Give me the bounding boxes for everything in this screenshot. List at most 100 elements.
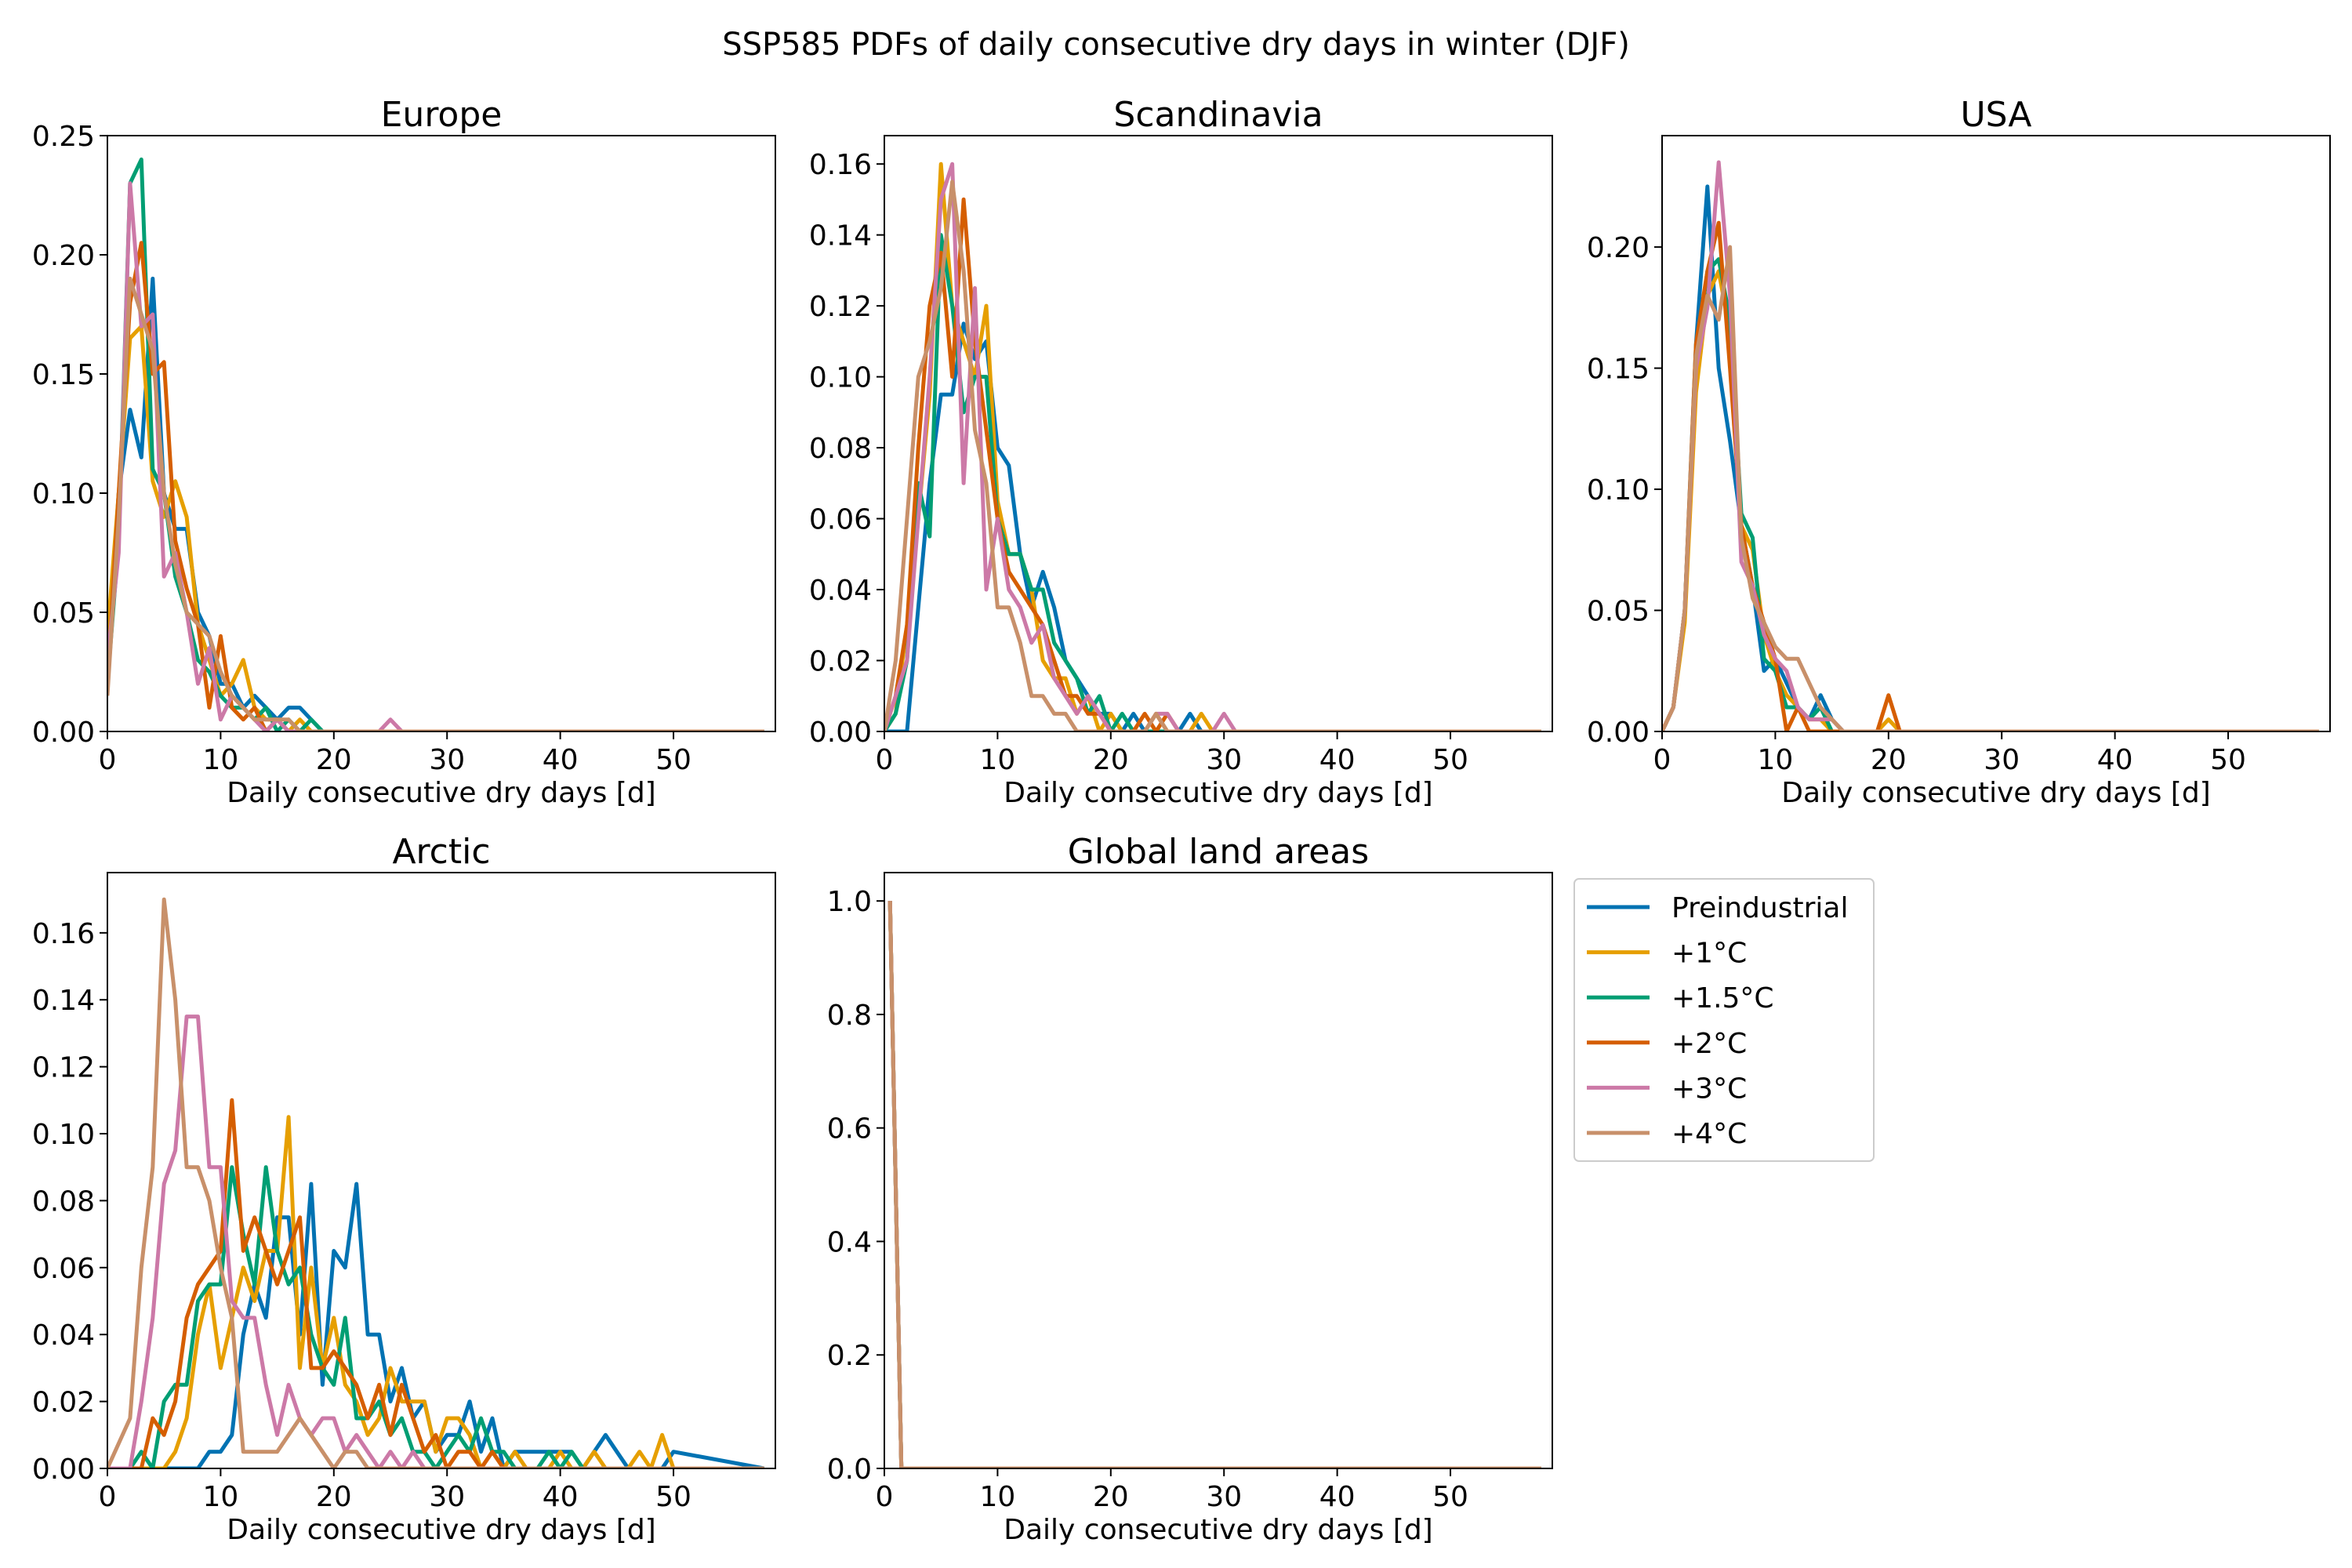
panel-usa: USA 0 10 20 30 40 50 0.00 0.05 0.10 0.15 0.20 Daily …	[1587, 95, 2331, 809]
series-line-5	[884, 180, 1541, 731]
x-tick-label: 30	[1206, 744, 1242, 776]
series-line-5	[1662, 245, 2319, 731]
x-tick-label: 20	[316, 1481, 352, 1513]
legend-entry: +3°C	[1587, 1073, 1747, 1105]
x-tick-label: 30	[429, 1481, 465, 1513]
series-line-3	[107, 241, 764, 731]
y-tick-label: 0.12	[809, 291, 872, 323]
y-tick-label: 0.08	[32, 1185, 95, 1218]
x-axis-label: Daily consecutive dry days [d]	[1004, 1514, 1432, 1546]
panel-title: Arctic	[392, 832, 490, 872]
y-tick-label: 0.05	[1587, 596, 1650, 628]
axes-frame	[884, 872, 1553, 1469]
series-line-5	[107, 276, 764, 731]
panel-title: USA	[1960, 95, 2031, 135]
figure-suptitle: SSP585 PDFs of daily consecutive dry day…	[722, 27, 1630, 63]
legend-label: +4°C	[1671, 1118, 1747, 1150]
panel-title: Global land areas	[1068, 832, 1369, 872]
x-tick-label: 0	[99, 1481, 117, 1513]
legend-entry: +2°C	[1587, 1028, 1747, 1060]
y-tick-label: 0.02	[809, 646, 872, 678]
axes-frame	[884, 135, 1553, 732]
y-tick-label: 0.04	[32, 1319, 95, 1352]
x-tick-label: 30	[1984, 744, 2020, 776]
series-line-2	[107, 1165, 764, 1468]
series-line-4	[107, 1014, 764, 1468]
series-line-0	[107, 1181, 765, 1468]
y-tick-label: 0.04	[809, 575, 872, 607]
legend-label: +1°C	[1671, 938, 1747, 970]
panel-title: Europe	[381, 95, 503, 135]
series-line-2	[887, 901, 1541, 1468]
y-tick-label: 0.05	[32, 597, 95, 630]
y-tick-label: 0.00	[32, 1454, 95, 1486]
x-tick-label: 20	[316, 744, 352, 776]
series-line-3	[1662, 220, 2319, 731]
series-line-4	[884, 162, 1541, 731]
y-tick-label: 0.0	[827, 1454, 872, 1486]
x-tick-label: 0	[1653, 744, 1671, 776]
x-axis-label: Daily consecutive dry days [d]	[227, 1514, 655, 1546]
series-line-0	[1662, 184, 2319, 731]
series-line-1	[887, 901, 1541, 1468]
x-tick-label: 0	[876, 744, 894, 776]
y-tick-label: 0.15	[1587, 354, 1650, 386]
series-line-3	[887, 901, 1541, 1468]
x-tick-label: 30	[429, 744, 465, 776]
axes-frame	[1661, 135, 2331, 732]
x-tick-label: 0	[876, 1481, 894, 1513]
series-line-3	[107, 1098, 764, 1468]
x-tick-label: 50	[2210, 744, 2246, 776]
panel-global-land-areas: Global land areas 0 10 20 30 40 50 0.0 0.2 0.4 0.6…	[827, 832, 1553, 1546]
x-tick-label: 10	[203, 1481, 239, 1513]
panel-europe: Europe 0 10 20 30 40 50 0.00 0.05 0.10 0.15 0.20 0.2…	[32, 95, 776, 809]
y-tick-label: 0.10	[32, 1119, 95, 1151]
x-tick-label: 50	[1432, 1481, 1468, 1513]
x-axis-label: Daily consecutive dry days [d]	[227, 777, 655, 809]
series-line-4	[887, 901, 1541, 1468]
x-tick-label: 50	[1432, 744, 1468, 776]
axes-frame	[107, 872, 776, 1469]
legend: Preindustrial +1°C +1.5°C +2°C +3°C +4°C	[1573, 878, 1875, 1162]
y-tick-label: 0.06	[809, 504, 872, 536]
x-tick-label: 40	[543, 744, 579, 776]
axes-frame	[107, 135, 776, 732]
series-line-0	[884, 321, 1541, 731]
series-line-2	[1662, 257, 2319, 731]
y-tick-label: 0.06	[32, 1253, 95, 1285]
y-tick-label: 0.00	[809, 717, 872, 749]
x-tick-label: 40	[543, 1481, 579, 1513]
x-axis-label: Daily consecutive dry days [d]	[1781, 777, 2210, 809]
y-tick-label: 1.0	[827, 886, 872, 918]
series-line-5	[107, 897, 764, 1468]
x-tick-label: 0	[99, 744, 117, 776]
series-group	[1662, 160, 2319, 731]
y-tick-label: 0.00	[1587, 717, 1650, 749]
x-tick-label: 30	[1206, 1481, 1242, 1513]
x-tick-label: 10	[203, 744, 239, 776]
x-tick-label: 10	[980, 1481, 1016, 1513]
y-tick-label: 0.2	[827, 1340, 872, 1372]
x-tick-label: 10	[980, 744, 1016, 776]
y-tick-label: 0.15	[32, 359, 95, 391]
legend-entry: +4°C	[1587, 1118, 1747, 1150]
y-tick-label: 0.00	[32, 717, 95, 749]
x-tick-label: 20	[1093, 1481, 1129, 1513]
y-tick-label: 0.14	[32, 985, 95, 1017]
legend-label: Preindustrial	[1671, 892, 1848, 924]
y-tick-label: 0.16	[809, 149, 872, 181]
x-axis-label: Daily consecutive dry days [d]	[1004, 777, 1432, 809]
y-tick-label: 0.16	[32, 918, 95, 950]
panel-arctic: Arctic 0 10 20 30 40 50 0.00 0.02 0.04 0.06 0.08 0.1…	[32, 832, 776, 1546]
y-tick-label: 0.02	[32, 1387, 95, 1419]
x-tick-label: 20	[1871, 744, 1907, 776]
y-tick-label: 0.12	[32, 1052, 95, 1084]
panel-title: Scandinavia	[1113, 95, 1323, 135]
series-group	[107, 157, 764, 731]
panel-scandinavia: Scandinavia 0 10 20 30 40 50 0.00 0.02 0.04 0.06 0.…	[809, 95, 1553, 809]
series-line-0	[887, 901, 1541, 1468]
x-tick-label: 20	[1093, 744, 1129, 776]
series-line-5	[887, 901, 1541, 1468]
y-tick-label: 0.14	[809, 220, 872, 252]
